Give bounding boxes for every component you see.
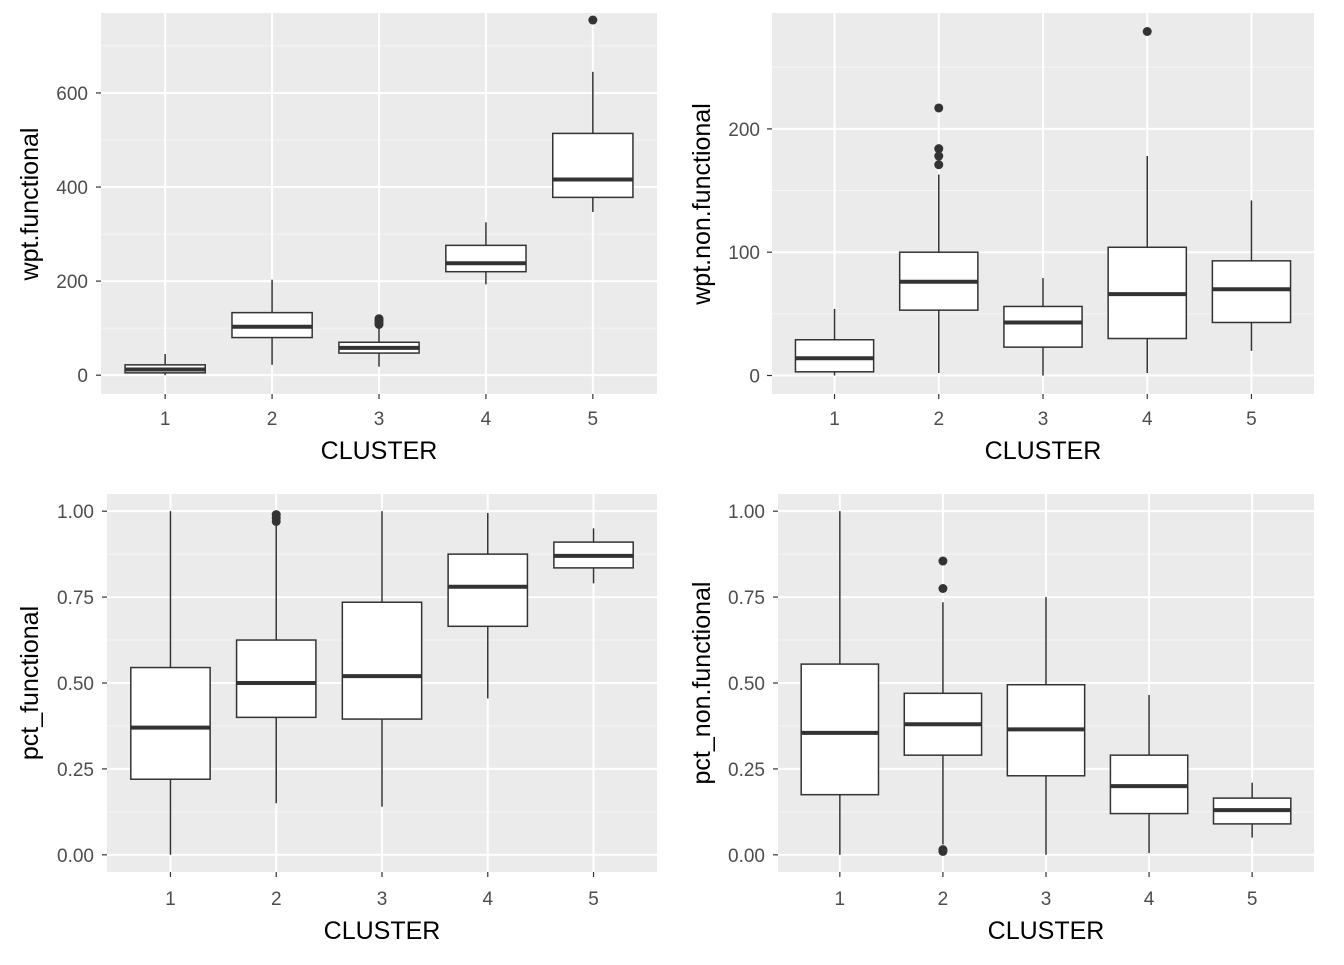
- x-tick-label: 1: [160, 409, 171, 430]
- y-axis-title: wpt.non.functional: [688, 103, 716, 306]
- box-cluster-4: [445, 222, 527, 285]
- outlier-point: [934, 103, 944, 113]
- iqr-box: [235, 639, 317, 719]
- y-axis-title: pct_non.functional: [688, 582, 716, 785]
- iqr-box: [130, 666, 211, 780]
- box-cluster-5: [1212, 782, 1292, 838]
- box-cluster-1: [800, 511, 880, 855]
- x-tick-label: 5: [1247, 889, 1258, 910]
- y-tick-label: 0.50: [728, 674, 765, 695]
- box-cluster-2: [903, 556, 983, 856]
- y-tick-label: 1.00: [728, 502, 765, 523]
- y-tick-label: 200: [56, 272, 88, 293]
- y-tick-label: 1.00: [57, 502, 94, 523]
- y-tick-label: 0.75: [728, 588, 765, 609]
- outlier-point: [934, 160, 944, 170]
- x-tick-label: 3: [374, 409, 385, 430]
- outlier-point: [938, 845, 948, 855]
- box-cluster-5: [552, 15, 634, 212]
- box-cluster-3: [338, 314, 420, 367]
- outlier-point: [938, 556, 948, 566]
- x-tick-label: 1: [835, 889, 846, 910]
- x-tick-label: 4: [1142, 409, 1153, 430]
- box-cluster-5: [1211, 200, 1292, 351]
- y-tick-label: 200: [728, 120, 760, 141]
- y-tick-label: 0.25: [57, 760, 94, 781]
- chart-panel-3: 0.00 0.25 0.50 0.75 1.00 1 2 3 4 5 CLUSTER pct_func…: [16, 494, 657, 945]
- box-cluster-1: [794, 308, 875, 376]
- x-tick-label: 2: [938, 889, 949, 910]
- outlier-point: [374, 314, 384, 324]
- box-cluster-5: [553, 528, 634, 584]
- y-tick-label: 0: [749, 367, 760, 388]
- box-cluster-4: [1109, 695, 1189, 854]
- x-tick-label: 1: [165, 889, 176, 910]
- outlier-point: [934, 144, 944, 154]
- y-axis-title: pct_functional: [16, 606, 44, 760]
- box-cluster-2: [898, 103, 979, 374]
- x-tick-label: 5: [588, 889, 599, 910]
- y-tick-label: 600: [56, 84, 88, 105]
- iqr-box: [445, 244, 527, 273]
- x-tick-label: 5: [588, 409, 599, 430]
- iqr-box: [341, 601, 423, 720]
- x-tick-label: 3: [377, 889, 388, 910]
- x-tick-label: 4: [481, 409, 492, 430]
- iqr-box: [800, 663, 880, 796]
- y-tick-label: 0.25: [728, 760, 765, 781]
- x-tick-label: 4: [1144, 889, 1155, 910]
- y-tick-label: 400: [56, 178, 88, 199]
- y-tick-label: 0.00: [57, 846, 94, 867]
- box-cluster-2: [231, 279, 313, 365]
- outlier-point: [588, 15, 598, 25]
- box-cluster-1: [124, 354, 206, 376]
- outlier-point: [938, 584, 948, 593]
- x-tick-label: 5: [1246, 409, 1257, 430]
- x-axis-title: CLUSTER: [321, 437, 438, 465]
- box-cluster-2: [235, 510, 317, 804]
- x-axis-title: CLUSTER: [324, 917, 441, 945]
- x-tick-label: 2: [267, 409, 278, 430]
- y-axis-title: wpt.functional: [16, 128, 44, 282]
- chart-panel-4: 0.00 0.25 0.50 0.75 1.00 1 2 3 4 5 CLUSTER pct_non.…: [688, 494, 1314, 945]
- box-cluster-4: [1107, 26, 1188, 374]
- x-tick-label: 2: [933, 409, 944, 430]
- y-tick-label: 0.75: [57, 588, 94, 609]
- x-tick-label: 4: [482, 889, 493, 910]
- x-axis-title: CLUSTER: [985, 437, 1102, 465]
- box-cluster-3: [1003, 278, 1083, 376]
- iqr-box: [552, 132, 634, 199]
- y-tick-label: 0: [77, 366, 88, 387]
- x-tick-label: 3: [1041, 889, 1052, 910]
- chart-panel-1: 0 200 400 600 1 2 3 4 5 CLUSTER wpt.functional: [16, 13, 657, 465]
- box-cluster-4: [447, 512, 529, 699]
- y-tick-label: 0.50: [57, 674, 94, 695]
- y-tick-label: 0.00: [728, 846, 765, 867]
- box-cluster-3: [1006, 597, 1086, 855]
- x-tick-label: 1: [829, 409, 840, 430]
- x-tick-label: 2: [271, 889, 282, 910]
- box-cluster-3: [341, 511, 423, 807]
- iqr-box: [1003, 305, 1083, 348]
- y-tick-label: 100: [728, 243, 760, 264]
- x-tick-label: 3: [1038, 409, 1049, 430]
- x-axis-title: CLUSTER: [988, 917, 1105, 945]
- box-cluster-1: [130, 511, 211, 855]
- chart-panel-2: 0 100 200 1 2 3 4 5 CLUSTER wpt.non.functional: [688, 13, 1314, 465]
- iqr-box: [447, 553, 529, 628]
- outlier-point: [271, 510, 281, 520]
- iqr-box: [1211, 260, 1292, 324]
- iqr-box: [794, 338, 875, 373]
- outlier-point: [1142, 26, 1152, 36]
- outlier-point: [934, 151, 944, 161]
